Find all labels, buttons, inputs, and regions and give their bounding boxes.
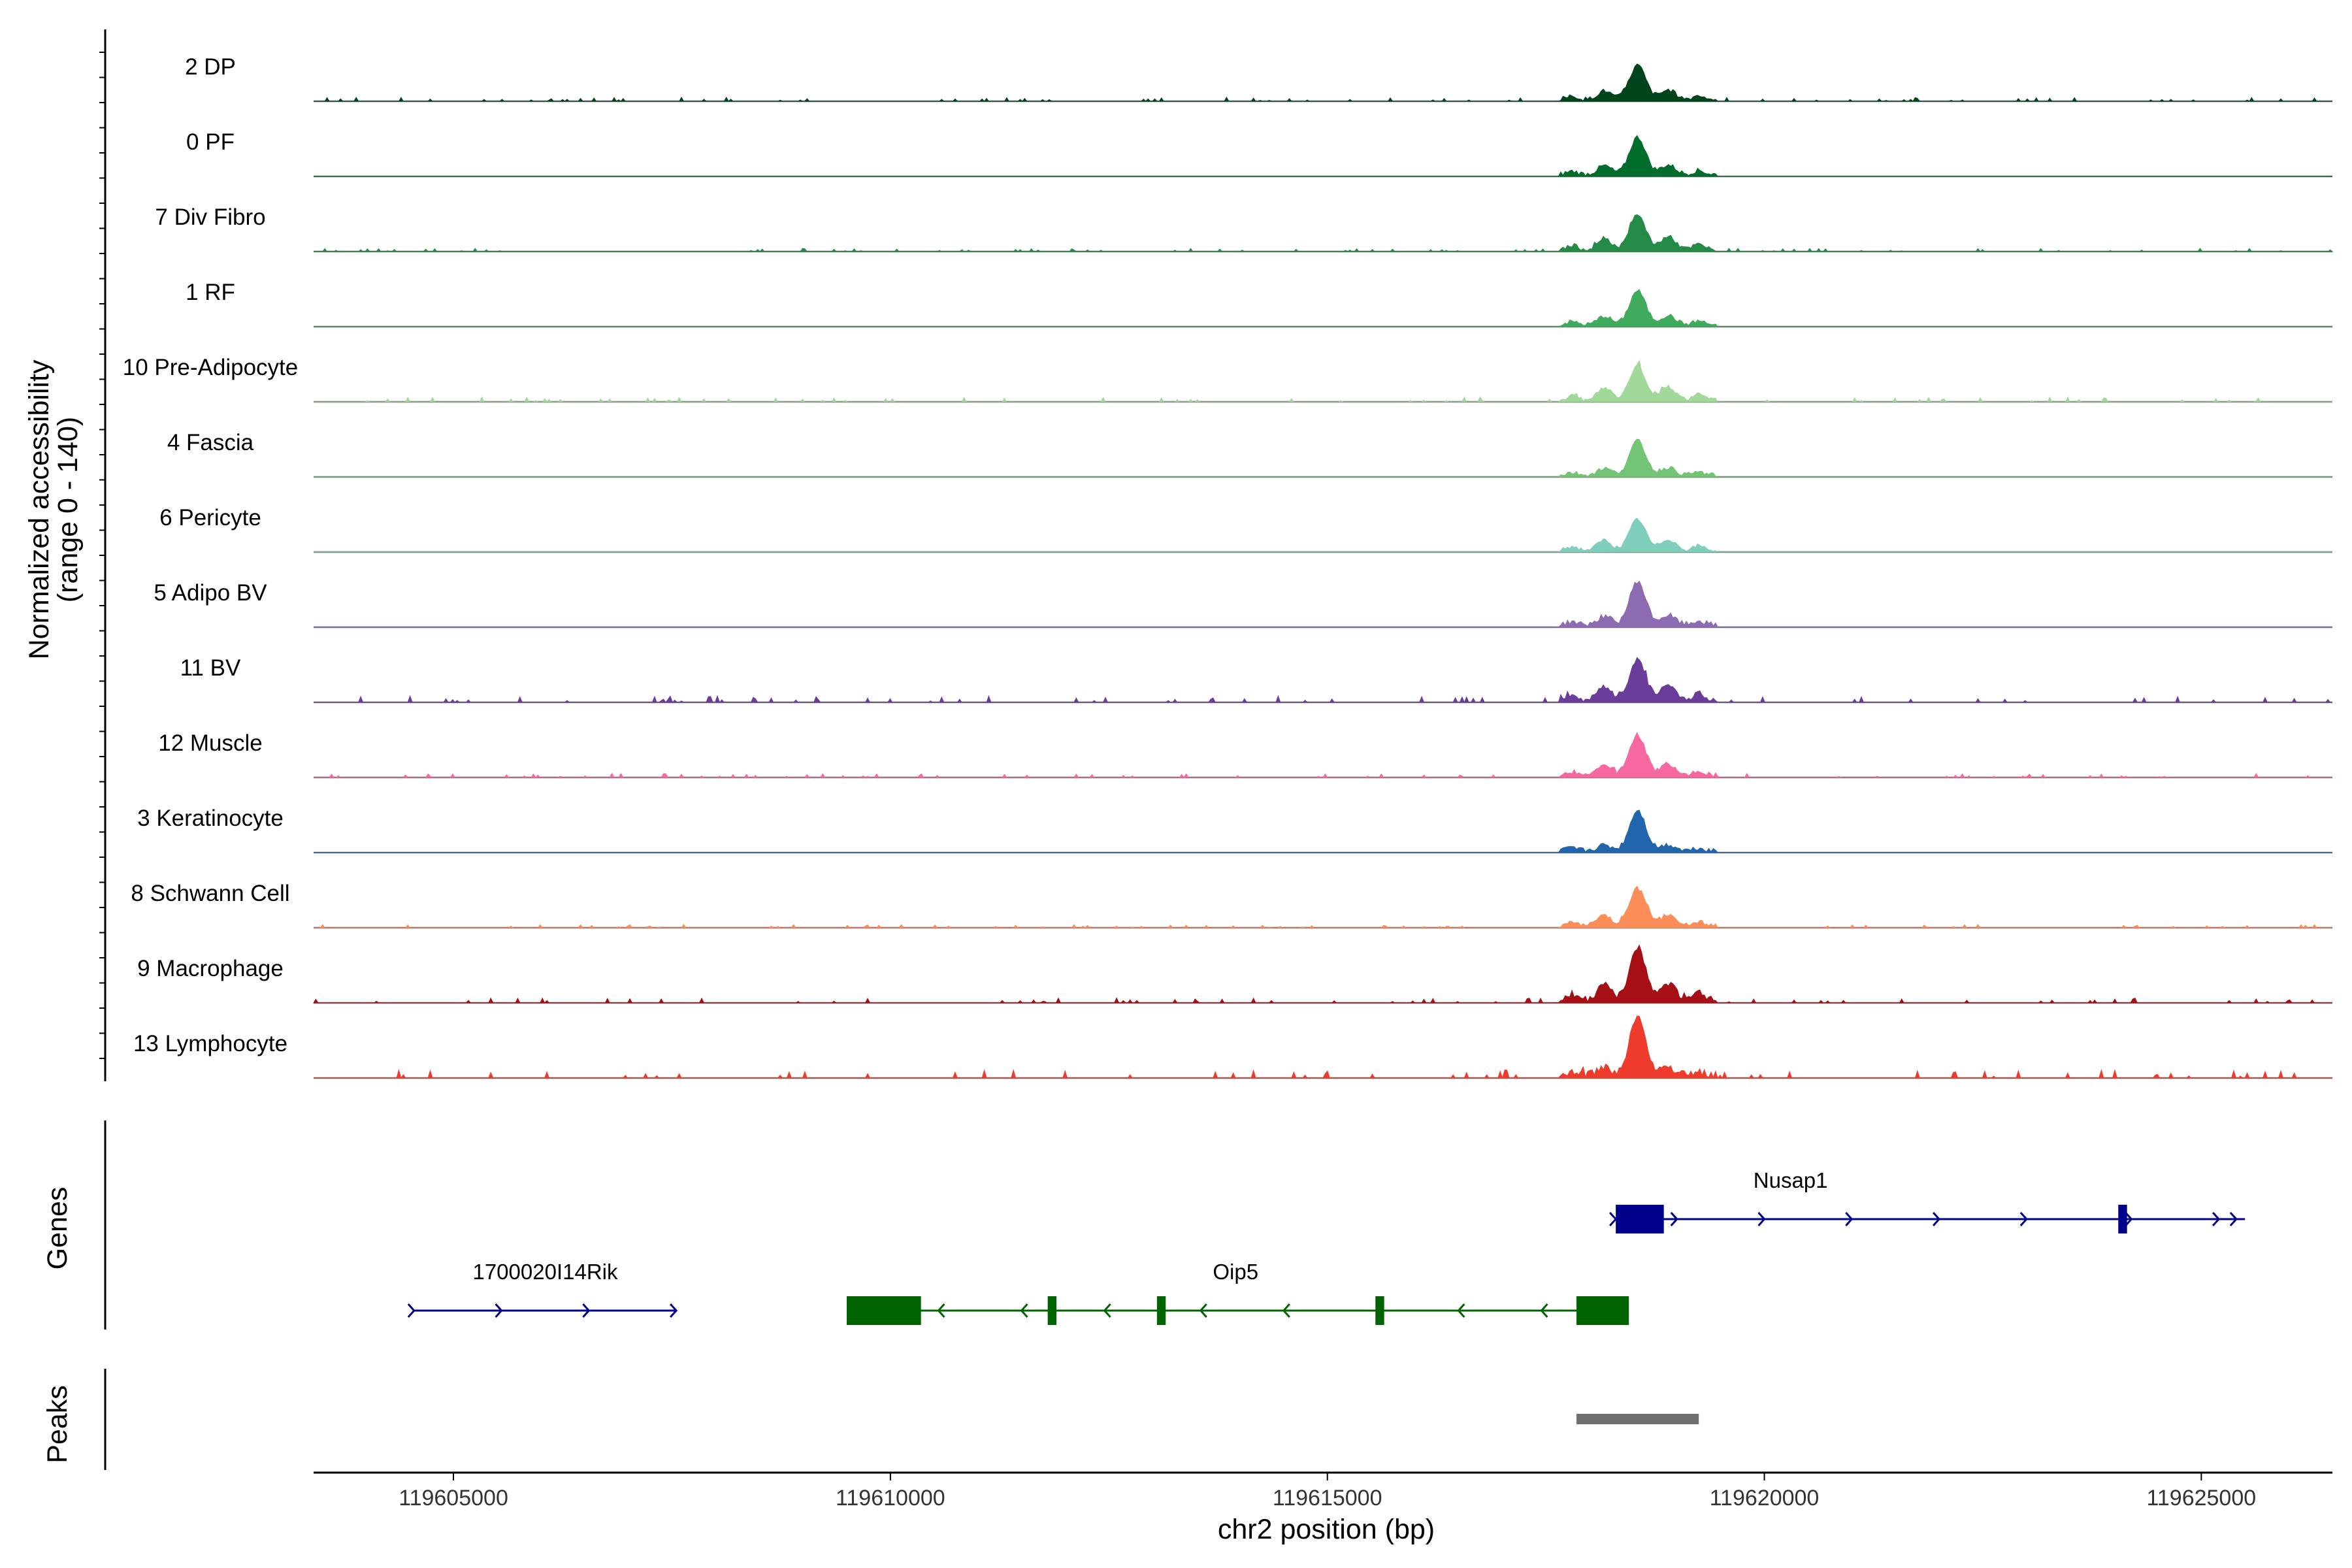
gene-annotation-panel: Nusap1 1700020I14Rik Oip5 [407,1168,2246,1325]
track-coverage-area [314,135,2332,177]
peaks-panel-label: Peaks [42,1385,73,1463]
strand-arrow [1932,1211,1941,1227]
gene-exon [1576,1296,1629,1325]
track-coverage-area [314,580,2332,628]
strand-arrow [495,1303,503,1318]
gene-label: 1700020I14Rik [472,1260,618,1284]
strand-arrow [407,1303,416,1318]
track-label: 11 BV [180,655,241,681]
track-label: 9 Macrophage [137,956,284,981]
genes-panel-label: Genes [42,1187,73,1270]
track-5: 10 Pre-Adipocyte [123,355,2332,403]
track-coverage-area [313,944,2332,1004]
strand-arrow [1199,1303,1207,1318]
gene-1700020I14Rik: 1700020I14Rik [407,1260,678,1318]
strand-arrow [2019,1211,2028,1227]
peaks-panel [1576,1414,1699,1424]
track-3: 7 Div Fibro [155,204,2334,253]
gene-Nusap1: Nusap1 [1609,1168,2246,1233]
x-axis-title: chr2 position (bp) [1218,1514,1435,1545]
strand-arrow [582,1303,591,1318]
strand-arrow [1540,1303,1548,1318]
x-tick-label: 119625000 [2147,1486,2257,1511]
track-label: 6 Pericyte [159,505,261,531]
track-coverage-area [314,359,2332,402]
track-coverage-area [314,214,2334,252]
track-13: 9 Macrophage [137,944,2332,1004]
track-coverage-area [314,1015,2332,1079]
track-label: 4 Fascia [167,430,254,455]
track-10: 12 Muscle [158,730,2332,779]
strand-arrow [1757,1211,1766,1227]
x-axis: 119605000 119610000 119615000 119620000 1196… [314,1471,2332,1511]
track-coverage-area [314,732,2332,778]
track-11: 3 Keratinocyte [137,806,2332,854]
track-label: 10 Pre-Adipocyte [123,355,298,380]
track-label: 13 Lymphocyte [133,1031,287,1056]
gene-exon [1047,1296,1057,1325]
track-6: 4 Fascia [167,430,2332,478]
strand-arrow [1020,1303,1028,1318]
track-label: 2 DP [185,54,236,80]
track-coverage-area [314,438,2332,478]
track-8: 5 Adipo BV [154,580,2332,629]
track-coverage-area [314,885,2332,928]
track-coverage-area [314,809,2332,853]
gene-exon [1375,1296,1384,1325]
strand-arrow [1103,1303,1111,1318]
track-2: 0 PF [186,129,2332,178]
track-coverage-area [314,289,2332,327]
track-label: 3 Keratinocyte [137,806,284,831]
x-tick-label: 119620000 [1710,1486,1820,1511]
coverage-tracks: 2 DP 0 PF 7 Div Fibro 1 RF 10 Pre-Adipocyte 4… [123,54,2334,1079]
track-7: 6 Pericyte [159,505,2332,553]
strand-arrow [937,1303,945,1318]
track-label: 7 Div Fibro [155,204,265,230]
track-coverage-area [314,517,2332,553]
x-tick-label: 119615000 [1273,1486,1382,1511]
strand-arrow [1845,1211,1854,1227]
track-label: 5 Adipo BV [154,580,267,606]
strand-arrow [1609,1211,1618,1227]
strand-arrow [670,1303,678,1318]
track-label: 8 Schwann Cell [131,881,289,906]
gene-label: Oip5 [1213,1260,1258,1284]
strand-arrow [1282,1303,1290,1318]
strand-arrow [2229,1211,2238,1227]
track-coverage-area [314,657,2332,704]
strand-arrow [1457,1303,1465,1318]
y-axis-title-line1: Normalized accessibility [24,359,55,659]
strand-arrow [1670,1211,1678,1227]
strand-arrow [2212,1211,2221,1227]
gene-label: Nusap1 [1754,1168,1828,1192]
left-axes [99,29,106,1470]
track-label: 0 PF [186,129,235,155]
track-label: 1 RF [186,280,235,305]
x-tick-label: 119610000 [836,1486,945,1511]
gene-exon [1156,1296,1166,1325]
strand-arrow [2125,1211,2133,1227]
track-4: 1 RF [186,280,2332,328]
peak-region [1576,1414,1699,1424]
track-coverage-area [314,63,2332,102]
track-1: 2 DP [185,54,2332,103]
track-9: 11 BV [180,655,2332,704]
y-axis-title-line2: (range 0 - 140) [52,417,84,602]
gene-exon [2118,1205,2127,1233]
gene-exon [846,1296,921,1325]
gene-Oip5: Oip5 [846,1260,1629,1325]
x-tick-label: 119605000 [399,1486,508,1511]
track-14: 13 Lymphocyte [133,1015,2332,1079]
track-label: 12 Muscle [158,730,263,756]
track-12: 8 Schwann Cell [131,881,2332,929]
gene-exon [1616,1205,1664,1233]
